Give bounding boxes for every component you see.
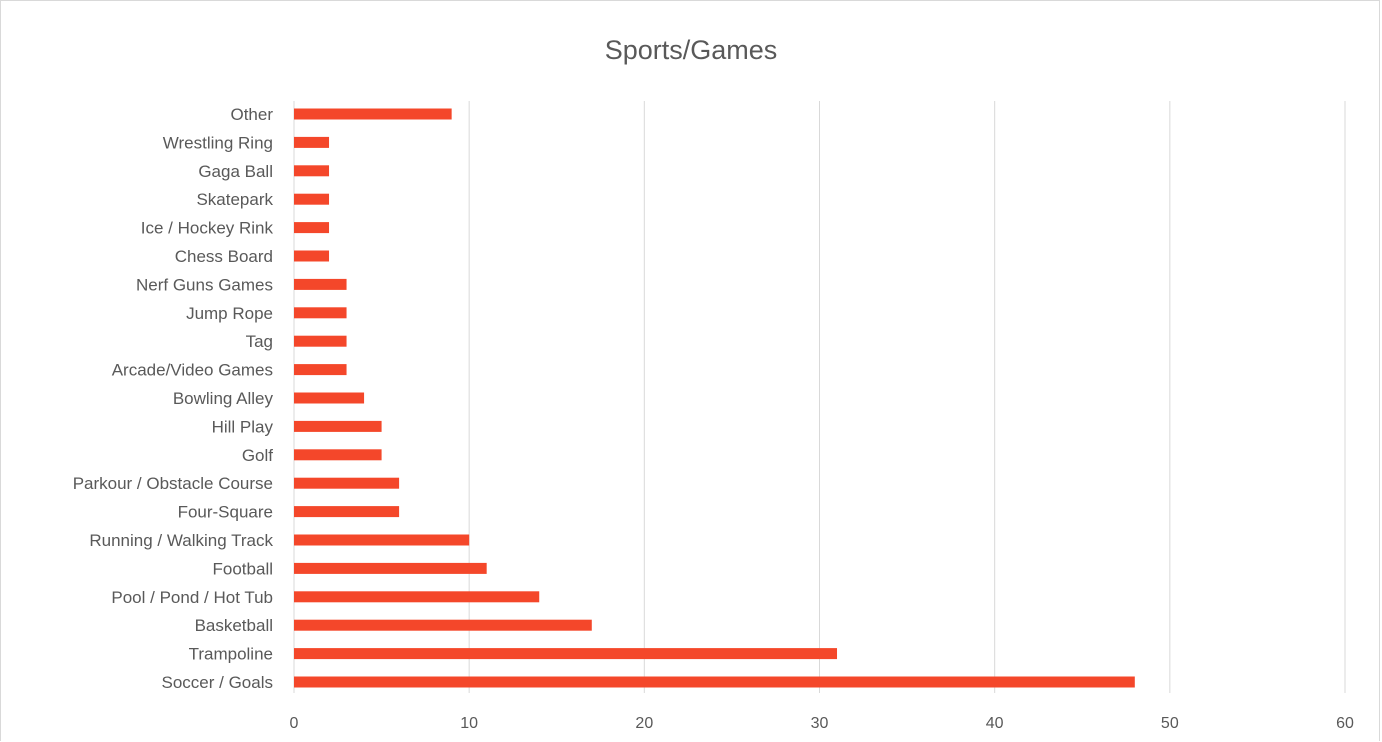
category-label: Chess Board [175, 247, 273, 266]
bar [294, 392, 365, 404]
category-label: Football [213, 559, 273, 578]
x-tick-label: 20 [635, 715, 653, 732]
category-label: Tag [246, 332, 273, 351]
bar [294, 676, 1135, 688]
category-label: Bowling Alley [173, 389, 274, 408]
bar [294, 250, 330, 262]
category-label: Basketball [195, 616, 273, 635]
bar [294, 165, 330, 177]
bar [294, 534, 470, 546]
category-label: Gaga Ball [198, 162, 273, 181]
category-label: Soccer / Goals [162, 673, 274, 692]
category-label: Pool / Pond / Hot Tub [111, 588, 273, 607]
x-tick-label: 50 [1161, 715, 1179, 732]
category-label: Hill Play [212, 417, 274, 436]
category-label: Running / Walking Track [89, 531, 273, 550]
category-label: Nerf Guns Games [136, 275, 273, 294]
category-label: Arcade/Video Games [112, 361, 273, 380]
gridlines [293, 101, 1346, 693]
bar [294, 278, 347, 290]
bar [294, 307, 347, 319]
category-labels: Other Wrestling Ring Gaga Ball Skatepark Ice… [73, 105, 274, 692]
x-tick-label: 30 [811, 715, 829, 732]
x-tick-label: 10 [460, 715, 478, 732]
chart-title: Sports/Games [604, 35, 778, 65]
bar [294, 477, 400, 489]
x-tick-label: 40 [986, 715, 1004, 732]
bar [294, 591, 540, 603]
bar [294, 335, 347, 347]
category-label: Other [230, 105, 273, 124]
x-axis-tick-labels: 0 10 20 30 40 50 60 [290, 715, 1354, 732]
category-label: Wrestling Ring [163, 133, 273, 152]
bar [294, 648, 838, 660]
bars [294, 108, 1135, 688]
category-label: Skatepark [196, 190, 273, 209]
category-label: Jump Rope [186, 304, 273, 323]
bar [294, 420, 382, 432]
x-tick-label: 0 [290, 715, 299, 732]
bar [294, 619, 592, 631]
bar [294, 364, 347, 376]
bar [294, 449, 382, 461]
bar [294, 562, 487, 574]
bar [294, 193, 330, 205]
bar [294, 108, 452, 120]
bar [294, 222, 330, 234]
x-tick-label: 60 [1336, 715, 1354, 732]
bar [294, 506, 400, 518]
category-label: Trampoline [189, 645, 273, 664]
category-label: Four-Square [178, 503, 273, 522]
bar [294, 136, 330, 148]
category-label: Parkour / Obstacle Course [73, 474, 273, 493]
category-label: Ice / Hockey Rink [141, 219, 274, 238]
category-label: Golf [242, 446, 273, 465]
